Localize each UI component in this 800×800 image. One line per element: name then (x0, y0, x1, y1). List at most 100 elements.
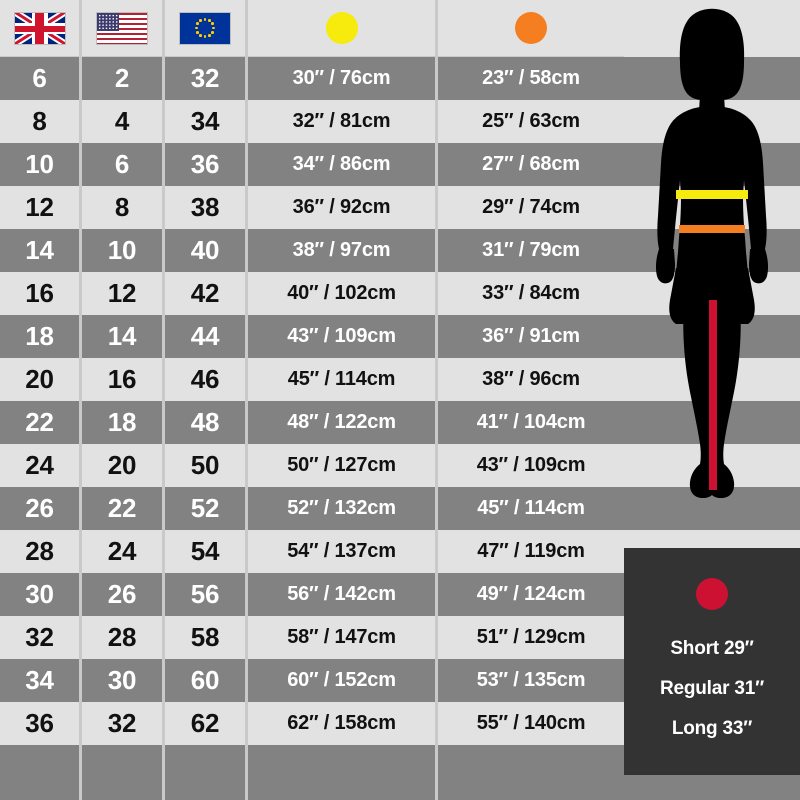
size-cell-uk: 6 (0, 57, 82, 100)
size-cell-uk: 8 (0, 100, 82, 143)
size-cell-us: 16 (82, 358, 165, 401)
us-flag-icon (96, 11, 148, 45)
size-cell-eu: 48 (165, 401, 248, 444)
eu-star-icon (207, 19, 211, 22)
orange-circle-icon (515, 12, 547, 44)
size-cell-uk: 36 (0, 702, 82, 745)
red-inseam-measure-line (709, 300, 717, 490)
table-row[interactable]: 16 12 42 40″ / 102cm 33″ / 84cm (0, 272, 624, 315)
table-row[interactable]: 20 16 46 45″ / 114cm 38″ / 96cm (0, 358, 624, 401)
size-cell-bust: 48″ / 122cm (248, 401, 438, 444)
size-cell-waist: 33″ / 84cm (438, 272, 624, 315)
legend-line-regular: Regular 31″ (659, 678, 765, 699)
size-cell-eu: 50 (165, 444, 248, 487)
size-cell-eu: 52 (165, 487, 248, 530)
size-cell-waist: 31″ / 79cm (438, 229, 624, 272)
table-row[interactable]: 12 8 38 36″ / 92cm 29″ / 74cm (0, 186, 624, 229)
size-cell-us: 14 (82, 315, 165, 358)
table-row[interactable]: 36 32 62 62″ / 158cm 55″ / 140cm (0, 702, 624, 745)
size-cell-eu: 46 (165, 358, 248, 401)
header-cell-eu (165, 0, 248, 56)
footer-cell-eu (165, 745, 248, 800)
red-circle-icon (696, 578, 728, 610)
size-cell-bust: 60″ / 152cm (248, 659, 438, 702)
header-cell-bust (248, 0, 438, 56)
figure-panel: Short 29″ Regular 31″ Long 33″ (624, 0, 800, 800)
size-cell-eu: 56 (165, 573, 248, 616)
size-cell-waist: 49″ / 124cm (438, 573, 624, 616)
eu-star-icon (203, 18, 207, 21)
size-cell-us: 18 (82, 401, 165, 444)
size-cell-bust: 45″ / 114cm (248, 358, 438, 401)
size-cell-us: 26 (82, 573, 165, 616)
eu-star-icon (211, 30, 214, 34)
size-cell-waist: 55″ / 140cm (438, 702, 624, 745)
size-cell-us: 32 (82, 702, 165, 745)
size-cell-bust: 38″ / 97cm (248, 229, 438, 272)
size-cell-waist: 47″ / 119cm (438, 530, 624, 573)
size-cell-eu: 36 (165, 143, 248, 186)
size-cell-waist: 43″ / 109cm (438, 444, 624, 487)
size-cell-waist: 41″ / 104cm (438, 401, 624, 444)
size-cell-us: 22 (82, 487, 165, 530)
inseam-legend: Short 29″ Regular 31″ Long 33″ (624, 548, 800, 775)
size-cell-uk: 16 (0, 272, 82, 315)
panel-bottom-strip (624, 775, 800, 800)
size-cell-waist: 29″ / 74cm (438, 186, 624, 229)
size-cell-uk: 24 (0, 444, 82, 487)
size-cell-us: 30 (82, 659, 165, 702)
size-cell-uk: 26 (0, 487, 82, 530)
size-cell-eu: 62 (165, 702, 248, 745)
table-row[interactable]: 6 2 32 30″ / 76cm 23″ / 58cm (0, 57, 624, 100)
size-cell-waist: 45″ / 114cm (438, 487, 624, 530)
size-cell-eu: 40 (165, 229, 248, 272)
eu-flag-icon (179, 11, 231, 45)
size-cell-eu: 42 (165, 272, 248, 315)
size-cell-bust: 58″ / 147cm (248, 616, 438, 659)
footer-cell-uk (0, 745, 82, 800)
size-cell-bust: 34″ / 86cm (248, 143, 438, 186)
table-row[interactable]: 28 24 54 54″ / 137cm 47″ / 119cm (0, 530, 624, 573)
eu-star-icon (195, 26, 198, 30)
eu-star-icon (203, 35, 207, 38)
size-cell-us: 2 (82, 57, 165, 100)
size-cell-eu: 38 (165, 186, 248, 229)
size-cell-bust: 54″ / 137cm (248, 530, 438, 573)
eu-star-icon (207, 34, 211, 37)
size-cell-us: 6 (82, 143, 165, 186)
size-cell-us: 20 (82, 444, 165, 487)
table-row[interactable]: 30 26 56 56″ / 142cm 49″ / 124cm (0, 573, 624, 616)
table-row[interactable]: 26 22 52 52″ / 132cm 45″ / 114cm (0, 487, 624, 530)
table-row[interactable]: 14 10 40 38″ / 97cm 31″ / 79cm (0, 229, 624, 272)
size-cell-uk: 28 (0, 530, 82, 573)
size-cell-bust: 30″ / 76cm (248, 57, 438, 100)
table-row[interactable]: 18 14 44 43″ / 109cm 36″ / 91cm (0, 315, 624, 358)
header-cell-us (82, 0, 165, 56)
size-cell-uk: 20 (0, 358, 82, 401)
size-cell-bust: 36″ / 92cm (248, 186, 438, 229)
table-row[interactable]: 8 4 34 32″ / 81cm 25″ / 63cm (0, 100, 624, 143)
footer-cell-us (82, 745, 165, 800)
size-cell-bust: 52″ / 132cm (248, 487, 438, 530)
female-body-silhouette (624, 0, 800, 548)
size-cell-us: 12 (82, 272, 165, 315)
orange-waist-measure-line (679, 225, 745, 233)
table-row[interactable]: 22 18 48 48″ / 122cm 41″ / 104cm (0, 401, 624, 444)
eu-star-icon (212, 26, 215, 30)
table-row[interactable]: 10 6 36 34″ / 86cm 27″ / 68cm (0, 143, 624, 186)
size-cell-bust: 62″ / 158cm (248, 702, 438, 745)
size-cell-uk: 30 (0, 573, 82, 616)
table-row[interactable]: 24 20 50 50″ / 127cm 43″ / 109cm (0, 444, 624, 487)
table-row[interactable]: 32 28 58 58″ / 147cm 51″ / 129cm (0, 616, 624, 659)
footer-cell-waist (438, 745, 624, 800)
table-row[interactable]: 34 30 60 60″ / 152cm 53″ / 135cm (0, 659, 624, 702)
size-cell-waist: 23″ / 58cm (438, 57, 624, 100)
size-cell-uk: 14 (0, 229, 82, 272)
size-cell-uk: 10 (0, 143, 82, 186)
size-cell-eu: 32 (165, 57, 248, 100)
legend-line-short: Short 29″ (670, 638, 754, 659)
size-cell-us: 4 (82, 100, 165, 143)
size-table: 6 2 32 30″ / 76cm 23″ / 58cm 8 4 34 32″ / 81cm 25… (0, 0, 624, 800)
eu-star-icon (199, 34, 203, 37)
